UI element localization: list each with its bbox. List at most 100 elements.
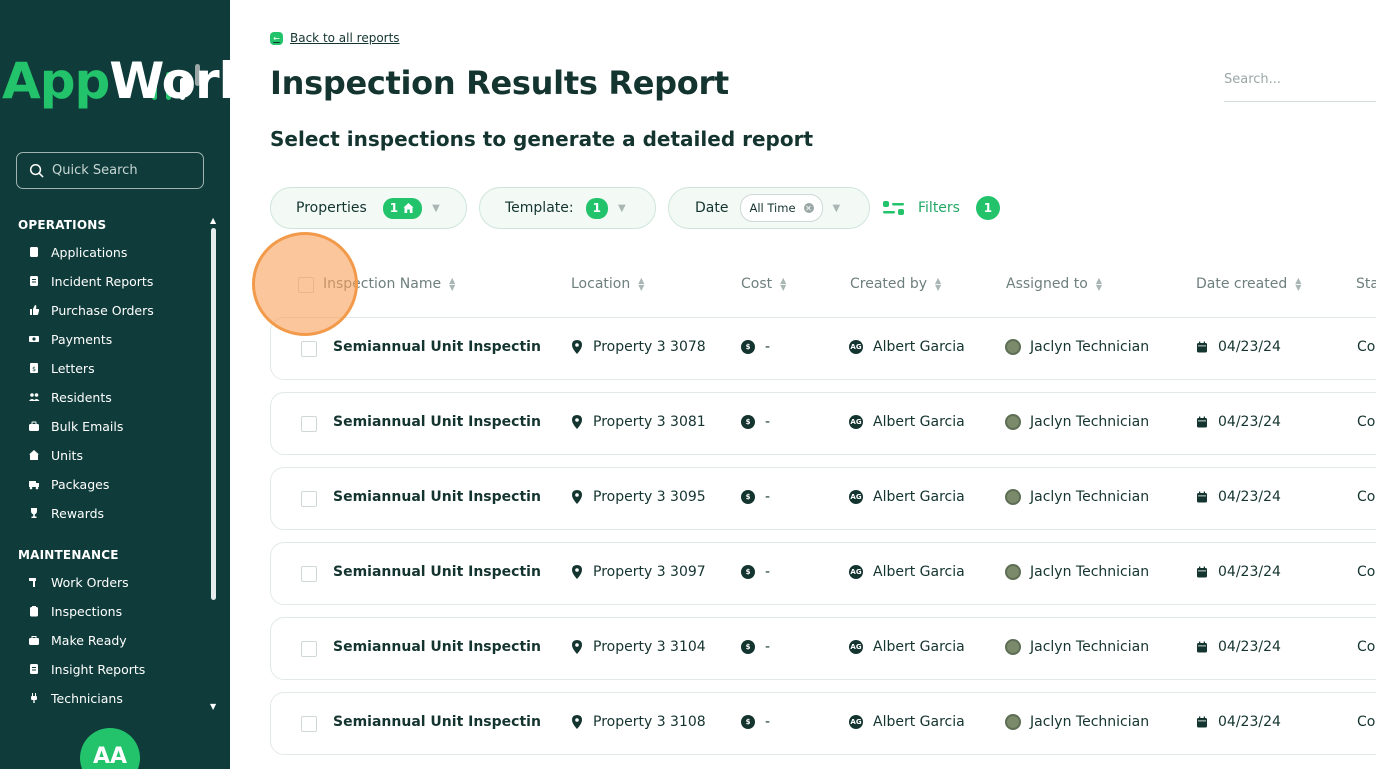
inspection-name[interactable]: Semiannual Unit Inspectin xyxy=(333,564,541,580)
sort-icon: ▲ ▼ xyxy=(935,276,942,292)
calendar-icon xyxy=(1196,341,1208,353)
sidebar-item-label: Incident Reports xyxy=(51,273,154,289)
assignee-avatar xyxy=(1005,339,1021,355)
row-checkbox[interactable] xyxy=(301,641,317,657)
clear-icon[interactable]: ✕ xyxy=(803,203,814,213)
sidebar-item-bulk-emails[interactable]: Bulk Emails xyxy=(28,415,123,437)
sidebar-item-letters[interactable]: $ Letters xyxy=(28,357,95,379)
sidebar-item-residents[interactable]: Residents xyxy=(28,386,112,408)
cost-cell: $ - xyxy=(741,564,770,580)
search-icon xyxy=(29,163,44,178)
sidebar: AppWork Quick Search OPERATIONS Applicat… xyxy=(0,0,230,769)
thumbs-up-icon xyxy=(28,304,40,316)
chevron-down-icon: ▼ xyxy=(617,202,626,214)
inspection-name[interactable]: Semiannual Unit Inspectin xyxy=(333,489,541,505)
sidebar-item-insight-reports[interactable]: Insight Reports xyxy=(28,658,145,680)
sidebar-item-packages[interactable]: Packages xyxy=(28,473,109,495)
sidebar-item-label: Residents xyxy=(51,389,112,405)
click-indicator xyxy=(252,232,358,336)
scroll-up-arrow[interactable]: ▲ xyxy=(210,216,217,225)
date-created-cell: 04/23/24 xyxy=(1196,564,1281,580)
inspection-name[interactable]: Semiannual Unit Inspectin xyxy=(333,414,541,430)
sidebar-item-units[interactable]: Units xyxy=(28,444,83,466)
assigned-to-cell: Jaclyn Technician xyxy=(1005,414,1149,430)
created-by-cell: AG Albert Garcia xyxy=(849,489,965,505)
template-filter-label: Template: xyxy=(505,200,574,216)
quick-search-input[interactable]: Quick Search xyxy=(16,152,204,189)
sidebar-item-work-orders[interactable]: Work Orders xyxy=(28,571,129,593)
letter-icon: $ xyxy=(28,362,40,374)
sidebar-item-technicians[interactable]: Technicians xyxy=(28,687,123,709)
dollar-icon: $ xyxy=(741,415,755,429)
row-checkbox[interactable] xyxy=(301,416,317,432)
row-checkbox[interactable] xyxy=(301,566,317,582)
inspection-name[interactable]: Semiannual Unit Inspectin xyxy=(333,714,541,730)
table-row[interactable]: Semiannual Unit Inspectin Property 3 3108… xyxy=(270,692,1376,755)
plug-icon xyxy=(28,692,40,704)
properties-filter[interactable]: Properties 1 ▼ xyxy=(270,187,467,229)
date-range-pill[interactable]: All Time ✕ xyxy=(740,194,823,222)
page-title: Inspection Results Report xyxy=(270,64,729,102)
table-row[interactable]: Semiannual Unit Inspectin Property 3 3097… xyxy=(270,542,1376,605)
column-location[interactable]: Location ▲ ▼ xyxy=(571,276,645,292)
logo-wordmark: AppWork xyxy=(2,52,230,110)
row-checkbox[interactable] xyxy=(301,341,317,357)
sidebar-item-make-ready[interactable]: Make Ready xyxy=(28,629,127,651)
sidebar-item-purchase-orders[interactable]: Purchase Orders xyxy=(28,299,154,321)
table-row[interactable]: Semiannual Unit Inspectin Property 3 3081… xyxy=(270,392,1376,455)
search-input[interactable]: Search... xyxy=(1224,70,1376,102)
column-date-created[interactable]: Date created ▲ ▼ xyxy=(1196,276,1302,292)
column-status[interactable]: Sta xyxy=(1356,276,1376,292)
row-checkbox[interactable] xyxy=(301,491,317,507)
sidebar-item-incident-reports[interactable]: Incident Reports xyxy=(28,270,153,292)
sidebar-scrollbar[interactable] xyxy=(211,228,216,600)
date-created-cell: 04/23/24 xyxy=(1196,339,1281,355)
assigned-to-cell: Jaclyn Technician xyxy=(1005,489,1149,505)
assigned-to-cell: Jaclyn Technician xyxy=(1005,714,1149,730)
truck-icon xyxy=(28,478,40,490)
sidebar-item-label: Units xyxy=(51,447,83,463)
table-row[interactable]: Semiannual Unit Inspectin Property 3 3104… xyxy=(270,617,1376,680)
map-pin-icon xyxy=(571,565,583,579)
creator-avatar: AG xyxy=(849,340,863,354)
appwork-logo[interactable] xyxy=(0,30,230,120)
column-assigned-to[interactable]: Assigned to ▲ ▼ xyxy=(1006,276,1102,292)
calendar-icon xyxy=(1196,416,1208,428)
assignee-avatar xyxy=(1005,639,1021,655)
sidebar-item-rewards[interactable]: Rewards xyxy=(28,502,104,524)
assigned-to-cell: Jaclyn Technician xyxy=(1005,564,1149,580)
template-count-badge: 1 xyxy=(585,197,608,219)
template-filter[interactable]: Template: 1 ▼ xyxy=(479,187,656,229)
calendar-icon xyxy=(1196,491,1208,503)
status-cell: Co xyxy=(1357,564,1376,580)
cost-cell: $ - xyxy=(741,639,770,655)
assigned-to-cell: Jaclyn Technician xyxy=(1005,639,1149,655)
map-pin-icon xyxy=(571,490,583,504)
column-cost[interactable]: Cost ▲ ▼ xyxy=(741,276,787,292)
report-icon xyxy=(28,275,40,287)
inspection-name[interactable]: Semiannual Unit Inspectin xyxy=(333,339,541,355)
hammer-icon xyxy=(28,576,40,588)
user-avatar[interactable]: AA xyxy=(80,728,140,769)
table-row[interactable]: Semiannual Unit Inspectin Property 3 3078… xyxy=(270,317,1376,380)
scroll-down-arrow[interactable]: ▼ xyxy=(210,702,217,711)
date-filter[interactable]: Date All Time ✕ ▼ xyxy=(668,187,870,229)
back-link-label: Back to all reports xyxy=(290,31,400,45)
sidebar-item-inspections[interactable]: Inspections xyxy=(28,600,122,622)
column-created-by[interactable]: Created by ▲ ▼ xyxy=(850,276,942,292)
dollar-icon: $ xyxy=(741,565,755,579)
table-row[interactable]: Semiannual Unit Inspectin Property 3 3095… xyxy=(270,467,1376,530)
inspection-name[interactable]: Semiannual Unit Inspectin xyxy=(333,639,541,655)
properties-filter-label: Properties xyxy=(296,200,367,216)
document-icon xyxy=(28,246,40,258)
filters-button[interactable]: Filters 1 xyxy=(882,196,1000,220)
back-to-reports-link[interactable]: ← Back to all reports xyxy=(270,31,400,45)
chevron-down-icon: ▼ xyxy=(432,202,440,214)
row-checkbox[interactable] xyxy=(301,716,317,732)
sidebar-item-applications[interactable]: Applications xyxy=(28,241,127,263)
location-cell: Property 3 3104 xyxy=(571,639,706,655)
creator-avatar: AG xyxy=(849,415,863,429)
calendar-icon xyxy=(1196,566,1208,578)
status-cell: Co xyxy=(1357,714,1376,730)
sidebar-item-payments[interactable]: Payments xyxy=(28,328,112,350)
